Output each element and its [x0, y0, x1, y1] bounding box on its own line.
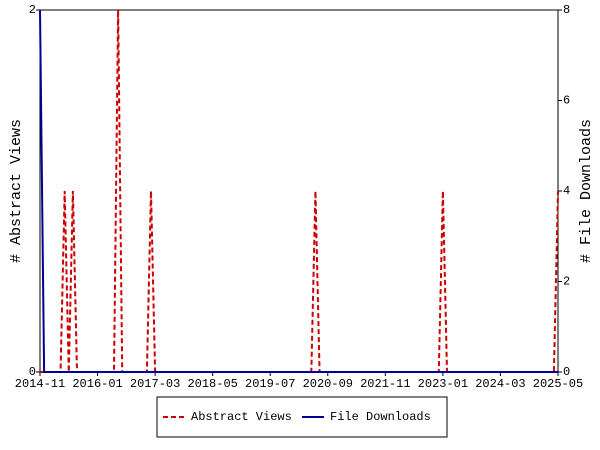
y-tick-label: 2	[29, 3, 36, 17]
x-tick-label: 2014-11	[15, 377, 65, 391]
x-tick-label: 2019-07	[245, 377, 295, 391]
series-line	[39, 9, 558, 373]
x-tick-label: 2023-01	[418, 377, 468, 391]
series-line	[40, 9, 559, 373]
x-tick-label: 2020-09	[303, 377, 353, 391]
x-tick-label: 2025-05	[533, 377, 583, 391]
legend-label: File Downloads	[330, 410, 431, 424]
x-tick-label: 2016-01	[72, 377, 122, 391]
x-tick-label: 2021-11	[360, 377, 410, 391]
y2-tick-label: 2	[563, 275, 570, 289]
y2-tick-label: 0	[563, 365, 570, 379]
y-axis-title: # Abstract Views	[8, 119, 25, 263]
x-tick-label: 2024-03	[475, 377, 525, 391]
y2-tick-label: 8	[563, 3, 570, 17]
x-tick-label: 2017-03	[130, 377, 180, 391]
y-tick-label: 0	[29, 365, 36, 379]
y2-axis-title: # File Downloads	[578, 119, 595, 263]
y2-tick-label: 4	[563, 184, 570, 198]
legend-label: Abstract Views	[191, 410, 292, 424]
y2-tick-label: 6	[563, 94, 570, 108]
x-tick-label: 2018-05	[187, 377, 237, 391]
